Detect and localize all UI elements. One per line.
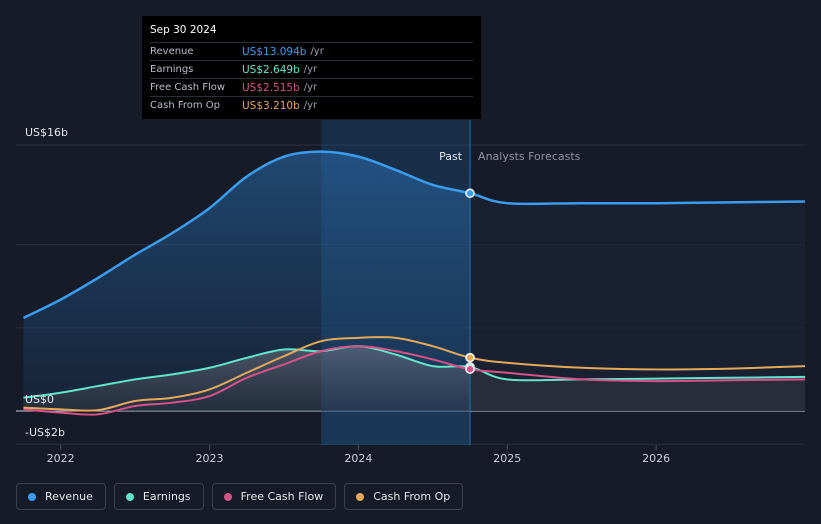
tooltip-value: US$2.649b bbox=[242, 63, 300, 76]
tooltip-value: US$3.210b bbox=[242, 99, 300, 112]
x-tick-label: 2024 bbox=[344, 452, 372, 465]
legend-label: Earnings bbox=[142, 490, 191, 503]
line-revenue bbox=[22, 150, 806, 320]
tooltip-label: Free Cash Flow bbox=[150, 82, 226, 93]
legend-item-cash-from-op[interactable]: Cash From Op bbox=[344, 483, 464, 510]
x-tick-label: 2022 bbox=[47, 452, 75, 465]
legend-item-revenue[interactable]: Revenue bbox=[16, 483, 106, 510]
tooltip-unit: /yr bbox=[303, 82, 318, 93]
legend-dot-icon bbox=[125, 492, 134, 501]
tooltip-rows: Revenue US$13.094b/yr Earnings US$2.649b/yr… bbox=[150, 42, 473, 114]
legend-label: Revenue bbox=[45, 490, 93, 503]
legend-dot-icon bbox=[356, 492, 365, 501]
tooltip-unit: /yr bbox=[310, 46, 324, 57]
tooltip-unit: /yr bbox=[303, 64, 318, 75]
x-tick-label: 2026 bbox=[642, 452, 670, 465]
legend-label: Free Cash Flow bbox=[240, 490, 324, 503]
past-label: Past bbox=[439, 150, 463, 163]
legend-item-free-cash-flow[interactable]: Free Cash Flow bbox=[211, 483, 337, 510]
tooltip-row: Revenue US$13.094b/yr bbox=[150, 42, 473, 60]
tooltip-row: Free Cash Flow US$2.515b/yr bbox=[150, 78, 473, 96]
marker-revenue bbox=[465, 188, 475, 199]
x-tick-label: 2023 bbox=[196, 452, 224, 465]
y-axis-bottom-label: -US$2b bbox=[25, 426, 65, 439]
series-lines bbox=[22, 150, 806, 416]
chart-legend: Revenue Earnings Free Cash Flow Cash From O… bbox=[16, 483, 464, 510]
marker-free-cash-flow bbox=[465, 364, 475, 374]
marker-cash-from-op bbox=[465, 352, 475, 363]
tooltip-value: US$13.094b bbox=[242, 45, 307, 58]
tooltip-panel: Sep 30 2024 Revenue US$13.094b/yr Earnings… bbox=[142, 16, 481, 119]
tooltip-label: Earnings bbox=[150, 64, 194, 75]
tooltip-date: Sep 30 2024 bbox=[150, 24, 217, 36]
tooltip-unit: /yr bbox=[303, 100, 318, 111]
legend-dot-icon bbox=[223, 492, 232, 501]
legend-dot-icon bbox=[28, 492, 36, 501]
line-cash-from-op bbox=[23, 336, 806, 412]
tooltip-row: Earnings US$2.649b/yr bbox=[150, 60, 473, 78]
legend-label: Cash From Op bbox=[373, 490, 451, 503]
legend-item-earnings[interactable]: Earnings bbox=[113, 483, 204, 510]
y-axis-zero-label: US$0 bbox=[25, 393, 54, 406]
chart-canvas: US$16b US$0 -US$2b Past Analysts Forecas… bbox=[16, 120, 806, 465]
tooltip-label: Cash From Op bbox=[150, 100, 221, 111]
forecast-area-revenue bbox=[470, 193, 805, 411]
line-free-cash-flow bbox=[23, 345, 806, 416]
tooltip-value: US$2.515b bbox=[242, 81, 300, 94]
series-areas bbox=[23, 151, 805, 411]
tooltip-row: Cash From Op US$3.210b/yr bbox=[150, 96, 473, 114]
x-axis-ticks: 2022 2023 2024 2025 2026 bbox=[47, 445, 670, 465]
axis-labels: US$16b US$0 -US$2b Past Analysts Forecas… bbox=[25, 126, 581, 439]
y-axis-top-label: US$16b bbox=[25, 126, 68, 139]
forecast-label: Analysts Forecasts bbox=[478, 150, 581, 163]
x-tick-label: 2025 bbox=[493, 452, 521, 465]
series-markers bbox=[465, 188, 475, 374]
tooltip-label: Revenue bbox=[150, 46, 194, 57]
